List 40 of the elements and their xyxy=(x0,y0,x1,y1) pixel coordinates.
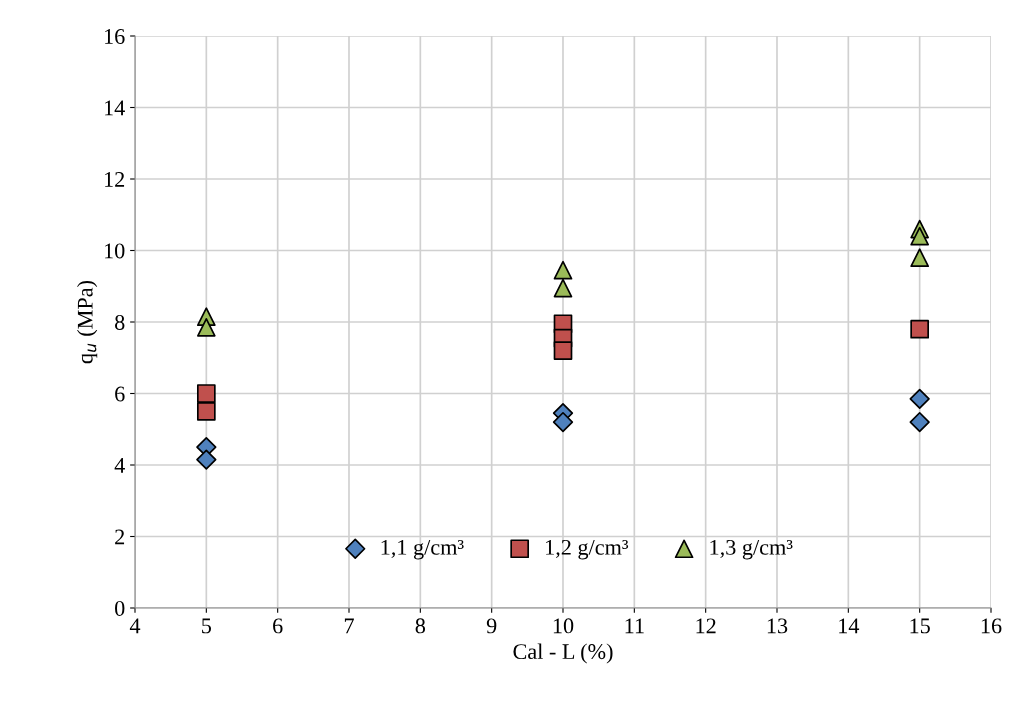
point xyxy=(196,384,216,403)
y-axis-title: q$_{u}$ (MPa) xyxy=(77,280,98,364)
point xyxy=(909,411,930,433)
x-tick-label: 7 xyxy=(344,618,354,634)
y-tick-label: 4 xyxy=(114,458,125,473)
point xyxy=(910,248,930,267)
x-tick-label: 10 xyxy=(553,618,574,634)
legend-label: 1,2 g/cm³ xyxy=(546,539,629,560)
point xyxy=(910,319,930,339)
y-tick-label: 16 xyxy=(105,28,125,44)
y-tick-label: 14 xyxy=(105,100,125,116)
x-tick-label: 14 xyxy=(839,618,860,634)
x-tick-label: 15 xyxy=(910,618,930,634)
point xyxy=(910,226,930,246)
y-tick-label: 12 xyxy=(105,171,125,187)
x-tick-label: 16 xyxy=(981,618,1002,634)
point xyxy=(909,388,930,410)
y-tick-label: 8 xyxy=(115,314,125,330)
point xyxy=(553,278,573,298)
point xyxy=(196,318,216,337)
point xyxy=(553,260,573,280)
x-axis-title: Cal - L (%) xyxy=(513,643,613,664)
legend-label: 1,3 g/cm³ xyxy=(710,539,793,560)
y-tick-label: 6 xyxy=(115,386,125,402)
x-tick-label: 8 xyxy=(415,618,426,634)
x-tick-label: 11 xyxy=(625,618,644,634)
x-tick-label: 12 xyxy=(696,618,716,634)
point xyxy=(196,449,217,470)
y-tick-label: 2 xyxy=(115,529,125,545)
y-tick-label: 0 xyxy=(115,600,125,616)
x-tick-label: 13 xyxy=(767,618,788,634)
y-tick-label: 10 xyxy=(105,243,125,259)
x-tick-label: 4 xyxy=(129,618,141,634)
x-tick-label: 9 xyxy=(486,618,497,634)
x-tick-label: 6 xyxy=(273,618,283,634)
point xyxy=(552,411,574,433)
x-tick-label: 5 xyxy=(202,618,212,634)
legend-label: 1,1 g/cm³ xyxy=(381,539,464,560)
point xyxy=(196,402,216,421)
point xyxy=(553,341,573,360)
